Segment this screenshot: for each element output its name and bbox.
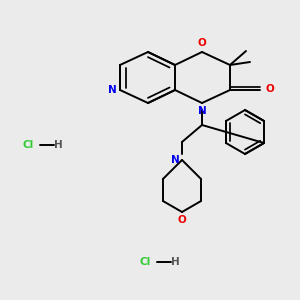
Text: N: N bbox=[198, 106, 206, 116]
Text: N: N bbox=[108, 85, 116, 95]
Text: N: N bbox=[171, 155, 179, 165]
Text: Cl: Cl bbox=[140, 257, 151, 267]
Text: O: O bbox=[178, 215, 186, 225]
Text: Cl: Cl bbox=[22, 140, 34, 150]
Text: O: O bbox=[198, 38, 206, 48]
Text: H: H bbox=[171, 257, 179, 267]
Text: O: O bbox=[266, 84, 274, 94]
Text: H: H bbox=[54, 140, 62, 150]
